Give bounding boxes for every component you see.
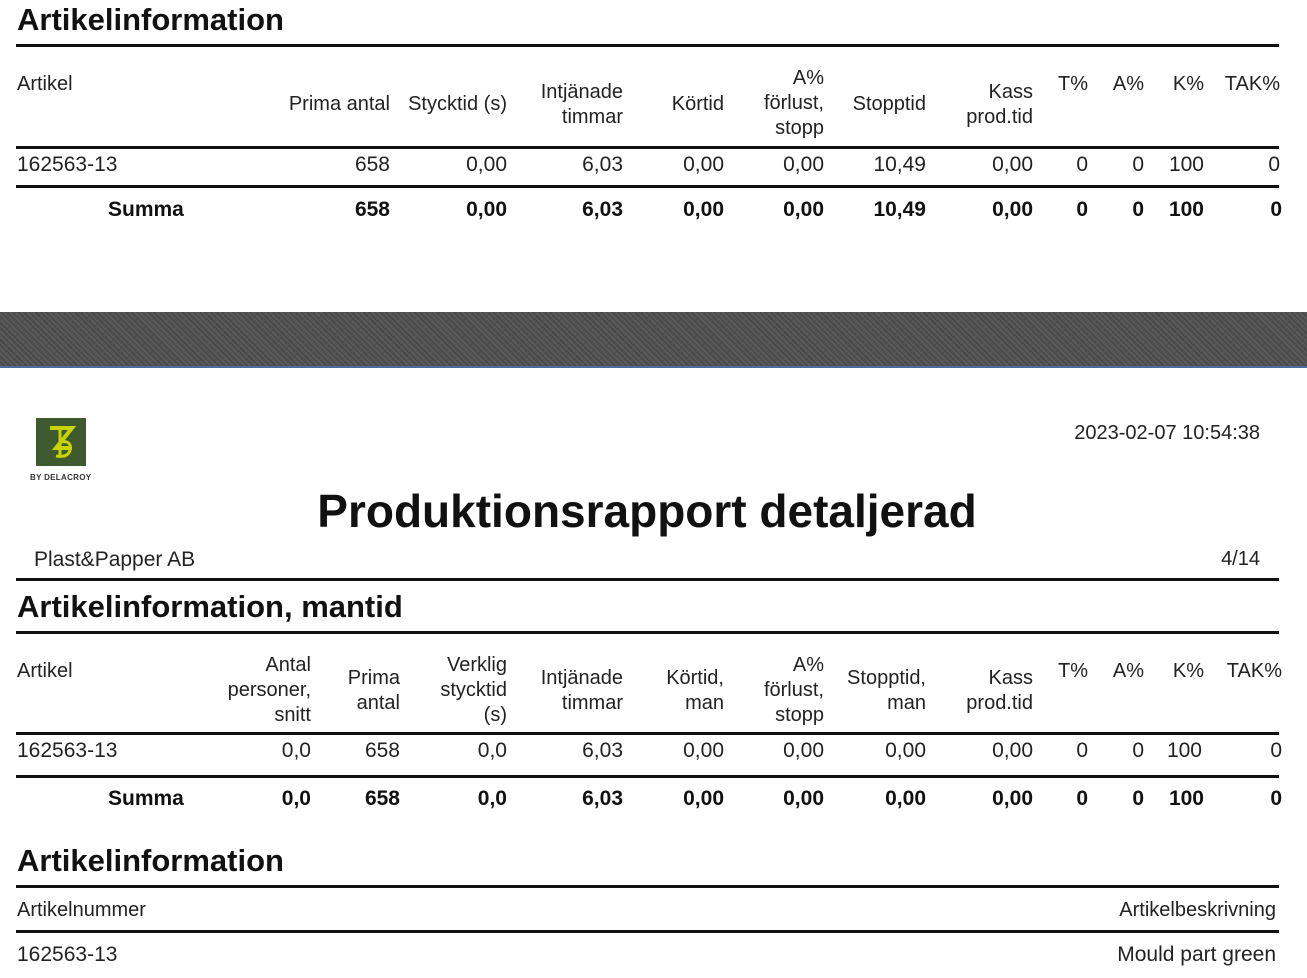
s1-row-stopptid: 10,49 <box>873 153 926 176</box>
s2-summa-a-pct: 0 <box>1132 787 1144 810</box>
s1-summa-a-forlust: 0,00 <box>783 198 824 221</box>
s1-header-rule <box>16 146 1279 149</box>
s1-row-stycktid: 0,00 <box>466 153 507 176</box>
page-title: Produktionsrapport detaljerad <box>317 485 977 537</box>
s2-summa-kortid: 0,00 <box>683 787 724 810</box>
s2-row-kortid: 0,00 <box>683 739 724 762</box>
s1-header-kass-prodtid: Kass prod.tid <box>966 81 1033 128</box>
page-break-separator <box>0 312 1307 368</box>
s2-header-kortid-man: Körtid, man <box>666 667 724 714</box>
s2-header-intjanade-timmar: Intjänade timmar <box>540 667 623 714</box>
s2-summa-intjanade: 6,03 <box>582 787 623 810</box>
s1-header-t-pct: T% <box>1058 73 1088 95</box>
s2-row-artikel: 162563-13 <box>17 739 118 762</box>
s1-header-stycktid: Stycktid (s) <box>408 93 507 115</box>
s2-row-a-pct: 0 <box>1132 739 1144 762</box>
s2-row-rule <box>16 775 1279 778</box>
s1-row-intjanade-timmar: 6,03 <box>582 153 623 176</box>
s2-summa-prima-antal: 658 <box>364 787 400 810</box>
s1-row-rule <box>16 185 1279 188</box>
s2-row-t-pct: 0 <box>1076 739 1088 762</box>
s2-summa-antal-personer: 0,0 <box>281 787 311 810</box>
s2-header-a-pct: A% <box>1112 660 1144 682</box>
s1-summa-prima-antal: 658 <box>354 198 390 221</box>
s2-header-tak-pct: TAK% <box>1226 660 1282 682</box>
section3-title-rule <box>16 885 1279 888</box>
section-title-rule <box>16 44 1279 47</box>
s2-header-stopptid-man: Stopptid, man <box>847 667 926 714</box>
s2-row-kass: 0,00 <box>992 739 1033 762</box>
s2-summa-t-pct: 0 <box>1076 787 1088 810</box>
s2-header-antal-personer: Antal personer, snitt <box>227 654 311 726</box>
s2-header-rule <box>16 732 1279 735</box>
company-logo <box>36 418 86 466</box>
s2-row-tak-pct: 0 <box>1270 739 1282 762</box>
section-title-artikelinformation-2: Artikelinformation <box>17 843 284 878</box>
s2-row-verklig-stycktid: 0,0 <box>477 739 507 762</box>
s1-summa-t-pct: 0 <box>1076 198 1088 221</box>
s1-row-artikel: 162563-13 <box>17 153 118 176</box>
s1-row-t-pct: 0 <box>1076 153 1088 176</box>
s2-row-k-pct: 100 <box>1166 739 1202 762</box>
page-number: 4/14 <box>1221 548 1260 570</box>
s2-header-kass-prodtid: Kass prod.tid <box>966 667 1033 714</box>
s2-header-a-forlust-stopp: A% förlust, stopp <box>763 654 824 726</box>
s1-row-kass-prodtid: 0,00 <box>992 153 1033 176</box>
s1-header-tak-pct: TAK% <box>1224 73 1280 95</box>
s2-header-artikel: Artikel <box>17 660 73 682</box>
s1-row-prima-antal: 658 <box>354 153 390 176</box>
s1-header-kortid: Körtid <box>671 93 724 115</box>
section-title-artikelinformation: Artikelinformation <box>17 2 284 37</box>
s1-summa-label: Summa <box>108 198 184 221</box>
s2-header-prima-antal: Prima antal <box>347 667 400 714</box>
s3-row-artikelbeskrivning: Mould part green <box>1117 943 1276 966</box>
s2-row-intjanade: 6,03 <box>582 739 623 762</box>
s1-row-kortid: 0,00 <box>683 153 724 176</box>
s1-row-a-forlust: 0,00 <box>783 153 824 176</box>
s1-summa-k-pct: 100 <box>1168 198 1204 221</box>
s2-summa-a-forlust: 0,00 <box>783 787 824 810</box>
section-title-artikelinformation-mantid: Artikelinformation, mantid <box>17 589 403 624</box>
s1-summa-stycktid: 0,00 <box>466 198 507 221</box>
s1-summa-stopptid: 10,49 <box>873 198 926 221</box>
s2-summa-label: Summa <box>108 787 184 810</box>
s2-header-verklig-stycktid: Verklig stycktid (s) <box>440 654 507 726</box>
s2-header-t-pct: T% <box>1058 660 1088 682</box>
s1-header-k-pct: K% <box>1172 73 1204 95</box>
s2-header-k-pct: K% <box>1172 660 1204 682</box>
logo-caption: BY DELACROY <box>30 473 92 482</box>
s1-summa-tak-pct: 0 <box>1270 198 1282 221</box>
s1-row-tak-pct: 0 <box>1268 153 1280 176</box>
s1-row-k-pct: 100 <box>1168 153 1204 176</box>
s2-summa-verklig-stycktid: 0,0 <box>477 787 507 810</box>
s1-header-artikel: Artikel <box>17 73 73 95</box>
s1-header-a-forlust-stopp: A% förlust, stopp <box>763 67 824 139</box>
logo-mark-icon <box>50 426 77 458</box>
s3-row-artikelnummer: 162563-13 <box>17 943 118 966</box>
section2-title-rule <box>16 631 1279 634</box>
s1-summa-kass: 0,00 <box>992 198 1033 221</box>
s3-header-rule <box>16 930 1279 933</box>
s2-summa-kass: 0,00 <box>992 787 1033 810</box>
s2-summa-k-pct: 100 <box>1168 787 1204 810</box>
s3-header-artikelnummer: Artikelnummer <box>17 899 146 921</box>
s1-row-a-pct: 0 <box>1132 153 1144 176</box>
s3-header-artikelbeskrivning: Artikelbeskrivning <box>1119 899 1276 921</box>
s1-header-stopptid: Stopptid <box>852 93 926 115</box>
s2-row-antal-personer: 0,0 <box>281 739 311 762</box>
s2-row-stopptid: 0,00 <box>885 739 926 762</box>
s2-summa-stopptid: 0,00 <box>885 787 926 810</box>
s1-summa-a-pct: 0 <box>1132 198 1144 221</box>
report-timestamp: 2023-02-07 10:54:38 <box>1074 422 1260 444</box>
s1-summa-intjanade: 6,03 <box>582 198 623 221</box>
s2-row-a-forlust: 0,00 <box>783 739 824 762</box>
company-name: Plast&Papper AB <box>34 548 196 571</box>
s2-summa-tak-pct: 0 <box>1270 787 1282 810</box>
s1-header-intjanade-timmar: Intjänade timmar <box>540 81 623 128</box>
s2-row-prima-antal: 658 <box>364 739 400 762</box>
s1-header-prima-antal: Prima antal <box>288 93 390 115</box>
s1-summa-kortid: 0,00 <box>683 198 724 221</box>
company-rule <box>16 578 1279 581</box>
s1-header-a-pct: A% <box>1112 73 1144 95</box>
